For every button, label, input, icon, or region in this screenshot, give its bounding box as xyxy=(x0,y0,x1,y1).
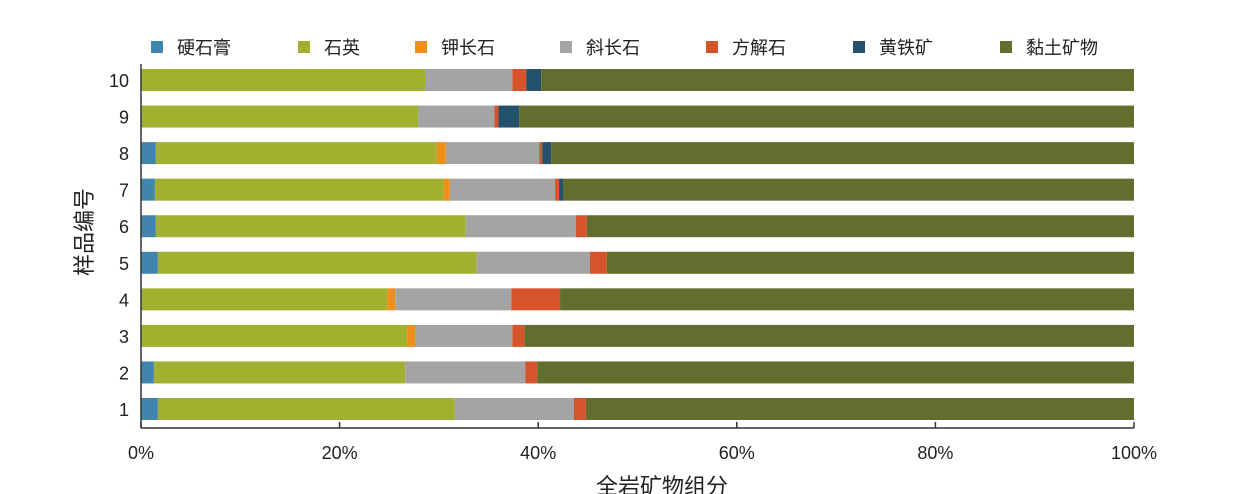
bar-segment-10-5 xyxy=(526,69,542,91)
bar-segment-7-5 xyxy=(559,178,564,201)
x-tick-label: 100% xyxy=(1111,443,1157,463)
bar-segment-4-4 xyxy=(511,288,561,311)
bar-segment-5-3 xyxy=(476,251,590,274)
bar-segment-5-4 xyxy=(589,251,607,274)
bar-segment-10-4 xyxy=(512,69,527,91)
legend-label: 硬石膏 xyxy=(177,37,231,59)
bar-segment-1-3 xyxy=(454,398,574,420)
bar-segment-6-3 xyxy=(465,215,576,238)
y-tick-label: 6 xyxy=(119,217,129,237)
bar-segment-8-4 xyxy=(539,142,543,165)
bar-segment-8-0 xyxy=(141,142,156,165)
bar-segment-7-4 xyxy=(555,178,560,201)
bar-segment-4-2 xyxy=(387,288,396,311)
legend-swatch xyxy=(560,41,572,53)
bar-segment-2-0 xyxy=(141,361,154,384)
bar-segment-2-1 xyxy=(153,361,406,384)
bar-segment-3-3 xyxy=(415,324,513,347)
y-tick-label: 10 xyxy=(109,71,129,91)
bar-segment-2-6 xyxy=(537,361,1134,384)
legend-label: 石英 xyxy=(324,38,360,59)
bar-segment-8-2 xyxy=(436,142,446,165)
bar-segment-8-1 xyxy=(155,142,437,165)
bar-segment-7-6 xyxy=(563,178,1134,201)
bar-segment-7-3 xyxy=(449,178,556,201)
bar-segment-6-0 xyxy=(141,215,156,238)
bar-segment-6-6 xyxy=(586,215,1134,238)
y-tick-label: 7 xyxy=(119,181,129,201)
bar-segment-5-1 xyxy=(157,251,477,274)
legend-label: 黄铁矿 xyxy=(879,38,933,59)
x-axis-label: 全岩矿物组分 xyxy=(596,475,728,494)
bar-segment-3-4 xyxy=(512,324,525,347)
bar-segment-2-3 xyxy=(405,361,526,384)
bar-segment-1-6 xyxy=(585,398,1134,420)
legend-swatch xyxy=(1000,41,1012,53)
bar-segment-9-3 xyxy=(418,105,495,128)
bar-segment-9-6 xyxy=(519,105,1134,128)
bar-segment-7-1 xyxy=(154,178,444,201)
bar-segment-1-4 xyxy=(573,398,586,420)
bar-segment-4-1 xyxy=(141,288,388,311)
legend: 硬石膏 石英 钾长石 斜长石 方解石 黄铁矿 黏土矿物 xyxy=(151,37,1098,59)
y-tick-label: 4 xyxy=(119,290,129,310)
x-tick-label: 60% xyxy=(719,443,755,463)
legend-swatch xyxy=(151,41,163,53)
y-tick-label: 1 xyxy=(119,400,129,420)
legend-label: 方解石 xyxy=(732,38,786,59)
bar-segment-9-4 xyxy=(494,105,499,128)
legend-swatch xyxy=(415,41,427,53)
y-tick-label: 8 xyxy=(119,144,129,164)
x-tick-label: 80% xyxy=(917,443,953,463)
bar-segment-3-2 xyxy=(407,324,416,347)
bar-segment-10-6 xyxy=(541,69,1134,91)
bar-segment-3-6 xyxy=(524,324,1134,347)
bar-segment-5-0 xyxy=(141,251,158,274)
y-tick-label: 5 xyxy=(119,254,129,274)
legend-swatch xyxy=(853,41,865,53)
legend-label: 钾长石 xyxy=(441,38,495,59)
legend-swatch xyxy=(706,41,718,53)
bar-segment-9-5 xyxy=(498,105,520,128)
bar-segment-3-1 xyxy=(141,324,408,347)
x-tick-label: 20% xyxy=(322,443,358,463)
x-tick-label: 40% xyxy=(520,443,556,463)
y-tick-label: 3 xyxy=(119,327,129,347)
bar-segment-8-5 xyxy=(542,142,552,165)
bar-segment-6-4 xyxy=(575,215,587,238)
axes xyxy=(140,64,1134,429)
bar-segment-7-2 xyxy=(443,178,450,201)
bar-segment-7-0 xyxy=(141,178,155,201)
y-axis-label: 样品编号 xyxy=(73,188,98,276)
bar-segment-10-3 xyxy=(424,69,513,91)
bar-segment-2-4 xyxy=(525,361,538,384)
bar-segment-8-6 xyxy=(551,142,1134,165)
bar-segment-1-1 xyxy=(157,398,455,420)
bar-segment-4-6 xyxy=(560,288,1134,311)
x-tick-label: 0% xyxy=(128,443,154,463)
bar-segment-1-0 xyxy=(141,398,158,420)
bar-segment-9-1 xyxy=(141,105,419,128)
bar-segment-6-1 xyxy=(155,215,466,238)
y-tick-label: 9 xyxy=(119,108,129,128)
bar-segment-8-3 xyxy=(445,142,540,165)
legend-label: 斜长石 xyxy=(586,38,640,59)
bar-segment-5-6 xyxy=(606,251,1134,274)
bar-segment-4-3 xyxy=(395,288,512,311)
y-tick-label: 2 xyxy=(119,363,129,383)
bar-segment-10-1 xyxy=(141,69,425,91)
legend-label: 黏土矿物 xyxy=(1026,38,1098,59)
bars xyxy=(141,69,1134,420)
legend-swatch xyxy=(298,41,310,53)
